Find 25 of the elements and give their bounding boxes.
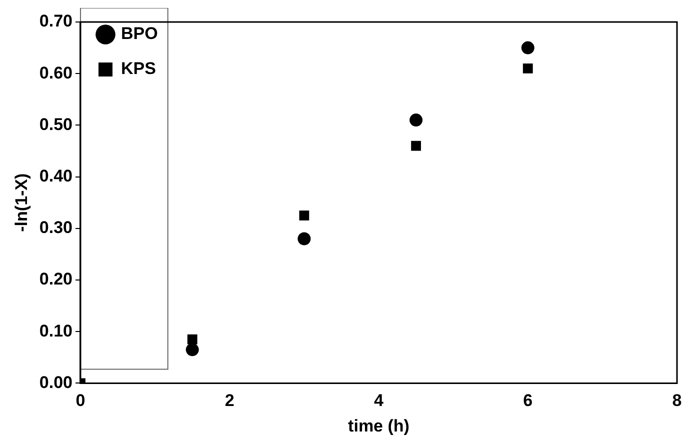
point: [187, 334, 198, 344]
y-tick-label: 0.30: [39, 218, 72, 238]
y-tick-label: 0.70: [39, 12, 72, 31]
point: [411, 140, 421, 151]
x-tick-label: 8: [672, 391, 682, 410]
point: [299, 210, 310, 220]
x-tick-label: 6: [523, 391, 533, 410]
y-tick-label: 0.10: [39, 321, 72, 340]
x-tick-label: 0: [76, 391, 86, 410]
y-tick-label: 0.50: [39, 114, 72, 134]
point: [522, 63, 533, 74]
y-tick-label: 0.60: [39, 63, 72, 82]
legend-label: BPO: [120, 24, 158, 44]
y-tick-label: 0.00: [39, 372, 72, 392]
y-axis-title: -ln(1-X): [12, 173, 31, 232]
y-tick-label: 0.40: [39, 166, 72, 186]
point: [410, 114, 423, 127]
point: [186, 343, 199, 356]
legend-label: KPS: [120, 59, 156, 78]
x-axis-title: time (h): [348, 416, 410, 436]
point: [298, 232, 311, 246]
y-tick-label: 0.20: [39, 270, 72, 289]
x-tick-label: 4: [374, 391, 384, 410]
point: [521, 41, 534, 54]
x-tick-label: 2: [224, 391, 234, 410]
